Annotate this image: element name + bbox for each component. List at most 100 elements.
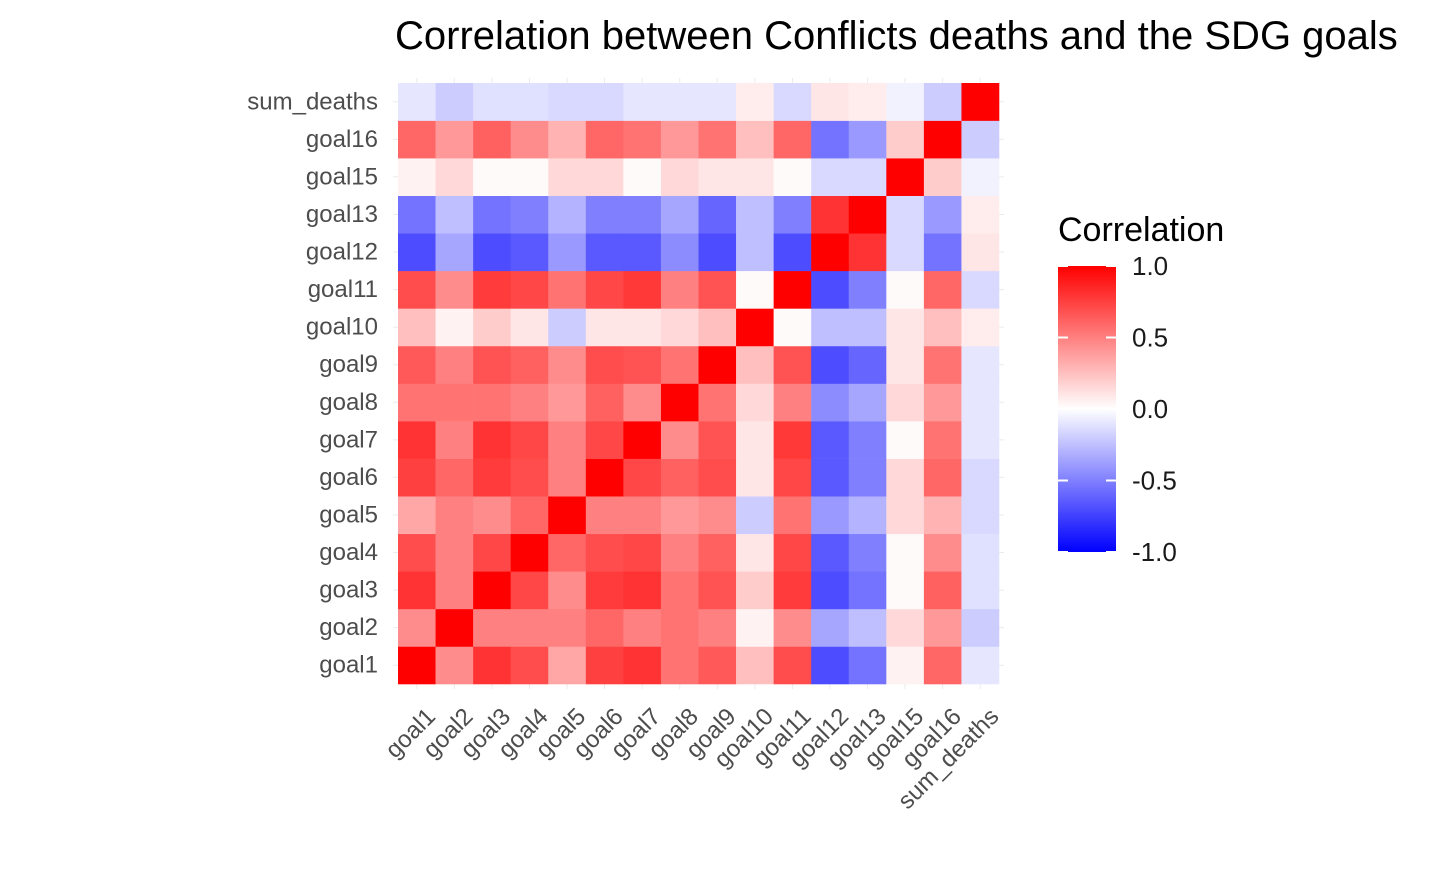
heatmap-cell-goal1-goal8 — [398, 383, 436, 422]
heatmap-cell-goal9-goal8 — [698, 383, 737, 422]
heatmap-cell-goal6-goal15 — [585, 158, 624, 196]
heatmap-cell-goal16-goal13 — [923, 195, 962, 234]
heatmap-cell-goal13-goal16 — [848, 120, 887, 159]
heatmap-cell-goal5-goal11 — [548, 270, 587, 309]
heatmap-cell-goal9-goal2 — [698, 608, 737, 647]
heatmap-cell-goal16-goal4 — [923, 533, 962, 572]
heatmap-cell-goal16-goal2 — [923, 608, 962, 647]
heatmap-cell-goal6-goal5 — [585, 496, 624, 535]
heatmap-cell-goal2-goal2 — [435, 608, 474, 647]
legend-tick-label: 0.0 — [1132, 394, 1168, 424]
heatmap-cell-goal2-goal8 — [435, 383, 474, 422]
heatmap-cell-goal1-goal11 — [398, 270, 436, 309]
heatmap-cell-goal8-goal10 — [660, 308, 699, 347]
heatmap-cell-goal1-goal7 — [398, 421, 436, 459]
heatmap-cell-sum_deaths-goal15 — [961, 158, 1000, 196]
heatmap-cell-goal3-goal15 — [473, 158, 511, 196]
legend-title: Correlation — [1058, 211, 1225, 249]
heatmap-cell-sum_deaths-goal9 — [961, 345, 1000, 384]
heatmap-cell-goal10-sum_deaths — [736, 83, 774, 121]
heatmap-cell-sum_deaths-goal7 — [961, 421, 1000, 459]
heatmap-cell-goal7-goal9 — [623, 345, 662, 384]
heatmap-cell-goal6-goal8 — [585, 383, 624, 422]
heatmap-cell-goal1-sum_deaths — [398, 83, 436, 121]
legend-tick-label: 0.5 — [1132, 323, 1168, 353]
heatmap-cell-goal12-goal16 — [811, 120, 850, 159]
heatmap-cell-goal3-goal5 — [473, 496, 511, 535]
heatmap-cell-goal8-goal5 — [660, 496, 699, 535]
heatmap-cell-sum_deaths-goal1 — [961, 646, 1000, 685]
heatmap-cell-goal10-goal13 — [736, 195, 774, 234]
heatmap-cell-goal6-goal7 — [585, 421, 624, 459]
heatmap-cell-goal12-goal2 — [811, 608, 850, 647]
heatmap-cell-goal13-goal12 — [848, 233, 887, 272]
heatmap-cell-goal8-goal15 — [660, 158, 699, 196]
heatmap-cell-goal13-goal15 — [848, 158, 887, 196]
heatmap-cell-goal13-goal4 — [848, 533, 887, 572]
heatmap-cell-goal11-goal7 — [773, 421, 812, 459]
heatmap-cell-goal4-goal8 — [510, 383, 549, 422]
heatmap-cell-goal15-goal15 — [886, 158, 925, 196]
y-tick-label-goal2: goal2 — [319, 614, 378, 641]
heatmap-cell-goal11-goal16 — [773, 120, 812, 159]
heatmap-cell-goal12-goal1 — [811, 646, 850, 685]
heatmap-cell-goal13-goal6 — [848, 458, 887, 497]
legend-tick-label: -0.5 — [1132, 466, 1177, 496]
heatmap-cell-sum_deaths-goal10 — [961, 308, 1000, 347]
legend-tick-label: -1.0 — [1132, 537, 1177, 567]
heatmap-cell-goal9-goal13 — [698, 195, 737, 234]
heatmap-cell-goal15-goal12 — [886, 233, 925, 272]
heatmap-cell-goal15-goal11 — [886, 270, 925, 309]
heatmap-cell-goal4-goal13 — [510, 195, 549, 234]
heatmap-cell-goal5-goal7 — [548, 421, 587, 459]
heatmap-cell-goal13-goal9 — [848, 345, 887, 384]
heatmap-cell-goal5-goal12 — [548, 233, 587, 272]
heatmap-cell-goal15-goal13 — [886, 195, 925, 234]
heatmap-cell-goal5-goal6 — [548, 458, 587, 497]
heatmap-cell-goal3-goal7 — [473, 421, 511, 459]
y-tick-label-sum_deaths: sum_deaths — [247, 88, 378, 115]
heatmap-cell-goal1-goal2 — [398, 608, 436, 647]
heatmap-cell-goal12-goal8 — [811, 383, 850, 422]
heatmap-cell-goal1-goal16 — [398, 120, 436, 159]
heatmap-cell-goal8-goal8 — [660, 383, 699, 422]
heatmap-cell-goal13-goal1 — [848, 646, 887, 685]
y-tick-label-goal3: goal3 — [319, 577, 378, 604]
heatmap-cell-goal3-goal2 — [473, 608, 511, 647]
heatmap-cell-goal15-sum_deaths — [886, 83, 925, 121]
heatmap-cell-goal12-goal11 — [811, 270, 850, 309]
heatmap-cell-goal16-sum_deaths — [923, 83, 962, 121]
heatmap-cell-goal16-goal1 — [923, 646, 962, 685]
heatmap-cell-goal9-goal9 — [698, 345, 737, 384]
heatmap-cell-goal15-goal5 — [886, 496, 925, 535]
heatmap-cell-goal4-goal10 — [510, 308, 549, 347]
heatmap-cell-goal15-goal10 — [886, 308, 925, 347]
heatmap-cell-goal15-goal7 — [886, 421, 925, 459]
heatmap-cell-goal7-goal16 — [623, 120, 662, 159]
y-tick-label-goal16: goal16 — [306, 126, 378, 153]
heatmap-cell-goal16-goal10 — [923, 308, 962, 347]
legend-tick-label: 1.0 — [1132, 251, 1168, 281]
heatmap-cell-goal7-goal1 — [623, 646, 662, 685]
heatmap-cell-goal6-goal16 — [585, 120, 624, 159]
heatmap-cell-goal13-goal10 — [848, 308, 887, 347]
heatmap-cell-goal12-goal15 — [811, 158, 850, 196]
heatmap-cell-goal2-goal15 — [435, 158, 474, 196]
heatmap-cell-goal11-goal3 — [773, 571, 812, 610]
heatmap-cell-goal13-goal8 — [848, 383, 887, 422]
heatmap-cell-goal4-goal9 — [510, 345, 549, 384]
heatmap-cell-goal3-goal10 — [473, 308, 511, 347]
heatmap-cell-goal2-goal5 — [435, 496, 474, 535]
heatmap-cell-goal12-goal13 — [811, 195, 850, 234]
heatmap-cell-goal2-goal10 — [435, 308, 474, 347]
heatmap-cell-goal6-goal13 — [585, 195, 624, 234]
heatmap-cell-goal8-goal16 — [660, 120, 699, 159]
heatmap-cell-goal10-goal6 — [736, 458, 774, 497]
heatmap-cell-goal5-goal1 — [548, 646, 587, 685]
heatmap-cell-goal9-goal10 — [698, 308, 737, 347]
heatmap-cell-goal2-goal4 — [435, 533, 474, 572]
heatmap-cell-goal1-goal13 — [398, 195, 436, 234]
heatmap-cell-goal8-goal11 — [660, 270, 699, 309]
